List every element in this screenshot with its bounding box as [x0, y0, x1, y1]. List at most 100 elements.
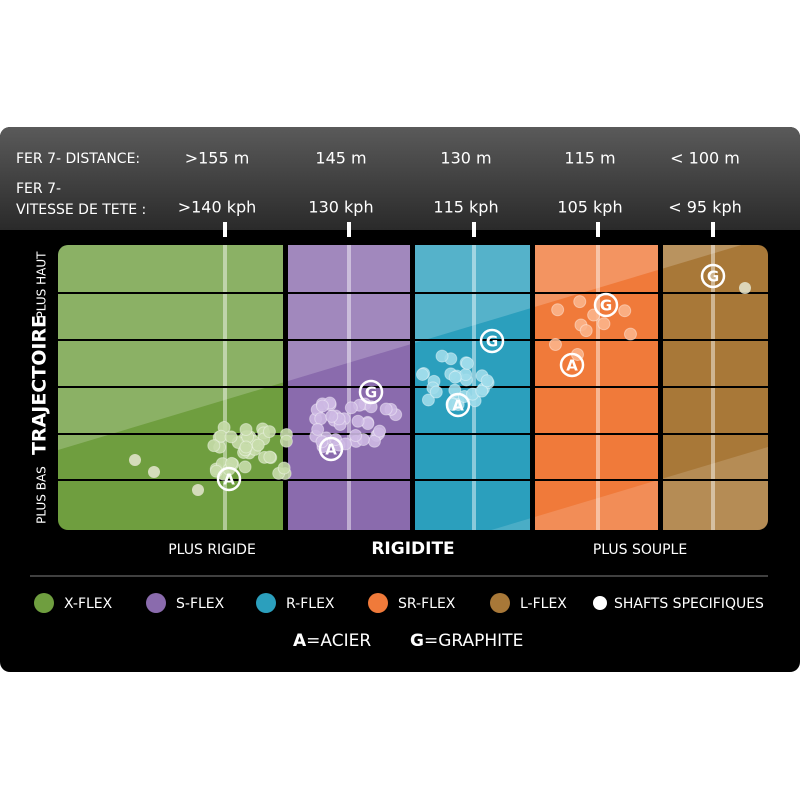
marker-circle	[479, 328, 505, 354]
marker-letter: A	[223, 471, 235, 489]
column-shade	[535, 480, 658, 530]
header-value: 115 m	[564, 149, 615, 168]
legend-swatch	[256, 593, 276, 613]
shaft-dot	[192, 484, 204, 496]
column-shade	[663, 245, 768, 269]
legend-label: SR-FLEX	[398, 596, 456, 612]
marker-letter: A	[452, 397, 464, 415]
shaft-dot	[207, 439, 221, 453]
x-right: PLUS SOUPLE	[593, 542, 687, 558]
marker-circle	[593, 292, 619, 318]
marker-letter: G	[600, 297, 612, 315]
header-value: 130 m	[440, 149, 491, 168]
key-letter: A	[293, 631, 307, 651]
column-shade	[58, 245, 283, 450]
shaft-dot	[351, 414, 365, 428]
shaft-dot	[618, 304, 632, 318]
shaft-dot	[224, 430, 238, 444]
shaft-dot	[460, 356, 474, 370]
shaft-dot	[415, 367, 429, 381]
gap	[283, 245, 288, 530]
shaft-dot	[325, 409, 339, 423]
header-label: FER 7- DISTANCE:	[16, 151, 140, 167]
key-text: =ACIER	[306, 631, 371, 651]
header-value: 105 kph	[557, 198, 622, 217]
key-item: A=ACIER	[293, 631, 371, 651]
legend-swatch	[490, 593, 510, 613]
shaft-dot	[379, 402, 393, 416]
marker-letter: G	[486, 333, 498, 351]
key-letter: G	[410, 631, 424, 651]
marker-circle	[559, 352, 585, 378]
marker-letter: G	[707, 268, 719, 286]
header-label: FER 7-	[16, 181, 61, 197]
key-item: G=GRAPHITE	[410, 631, 523, 651]
key-text: =GRAPHITE	[424, 631, 523, 651]
shaft-dot	[597, 317, 611, 331]
tick	[596, 222, 600, 237]
header-value: 145 m	[315, 149, 366, 168]
marker-circle	[318, 436, 344, 462]
shaft-dot	[551, 303, 565, 317]
tick	[347, 222, 351, 237]
column-shade	[288, 245, 410, 381]
marker-letter: A	[325, 441, 337, 459]
marker-circle	[358, 379, 384, 405]
shaft-dot	[548, 337, 562, 351]
marker-circle	[216, 466, 242, 492]
shaft-dot	[315, 399, 329, 413]
header-band	[0, 127, 800, 230]
shaft-dot	[429, 385, 443, 399]
tick	[223, 222, 227, 237]
legend-label: X-FLEX	[64, 596, 113, 612]
shaft-dot	[314, 412, 328, 426]
shaft-dot	[421, 393, 435, 407]
gap	[410, 245, 415, 530]
tick	[472, 222, 476, 237]
shaft-dot	[129, 454, 141, 466]
header-value: < 100 m	[670, 149, 740, 168]
y-high: PLUS HAUT	[35, 251, 49, 319]
column-shade	[415, 518, 530, 530]
legend-swatch	[34, 593, 54, 613]
marker-letter: G	[365, 384, 377, 402]
legend-swatch	[146, 593, 166, 613]
shaft-dot	[239, 440, 253, 454]
shaft-dot	[739, 282, 751, 294]
column-shade	[535, 245, 658, 307]
shaft-dot	[435, 349, 449, 363]
shaft-dot	[238, 460, 252, 474]
marker-circle	[700, 263, 726, 289]
legend-label: S-FLEX	[176, 596, 225, 612]
legend-swatch	[593, 596, 607, 610]
shaft-dot	[148, 466, 160, 478]
legend-label: SHAFTS SPECIFIQUES	[614, 596, 764, 612]
header-value: 115 kph	[433, 198, 498, 217]
shaft-dot	[277, 461, 291, 475]
column-shade	[663, 447, 768, 530]
header-value: 130 kph	[308, 198, 373, 217]
x-title: RIGIDITE	[371, 539, 454, 559]
header-value: >155 m	[185, 149, 250, 168]
marker-letter: A	[566, 357, 578, 375]
legend-label: L-FLEX	[520, 596, 567, 612]
shaft-dot	[251, 438, 265, 452]
chart-area: A A G A G A G G	[58, 245, 768, 530]
tick	[711, 222, 715, 237]
legend-swatch	[368, 593, 388, 613]
shaft-dot	[573, 295, 587, 309]
shaft-dot	[262, 425, 276, 439]
shaft-dot	[623, 327, 637, 341]
header-value: < 95 kph	[668, 198, 742, 217]
shaft-dot	[311, 422, 325, 436]
shaft-dot	[344, 401, 358, 415]
shaft-dot	[579, 324, 593, 338]
header-label: VITESSE DE TETE :	[16, 202, 146, 218]
legend-label: R-FLEX	[286, 596, 335, 612]
x-left: PLUS RIGIDE	[168, 542, 256, 558]
shaft-dot	[448, 370, 462, 384]
gap	[530, 245, 535, 530]
gap	[658, 245, 663, 530]
shaft-dot	[263, 450, 277, 464]
